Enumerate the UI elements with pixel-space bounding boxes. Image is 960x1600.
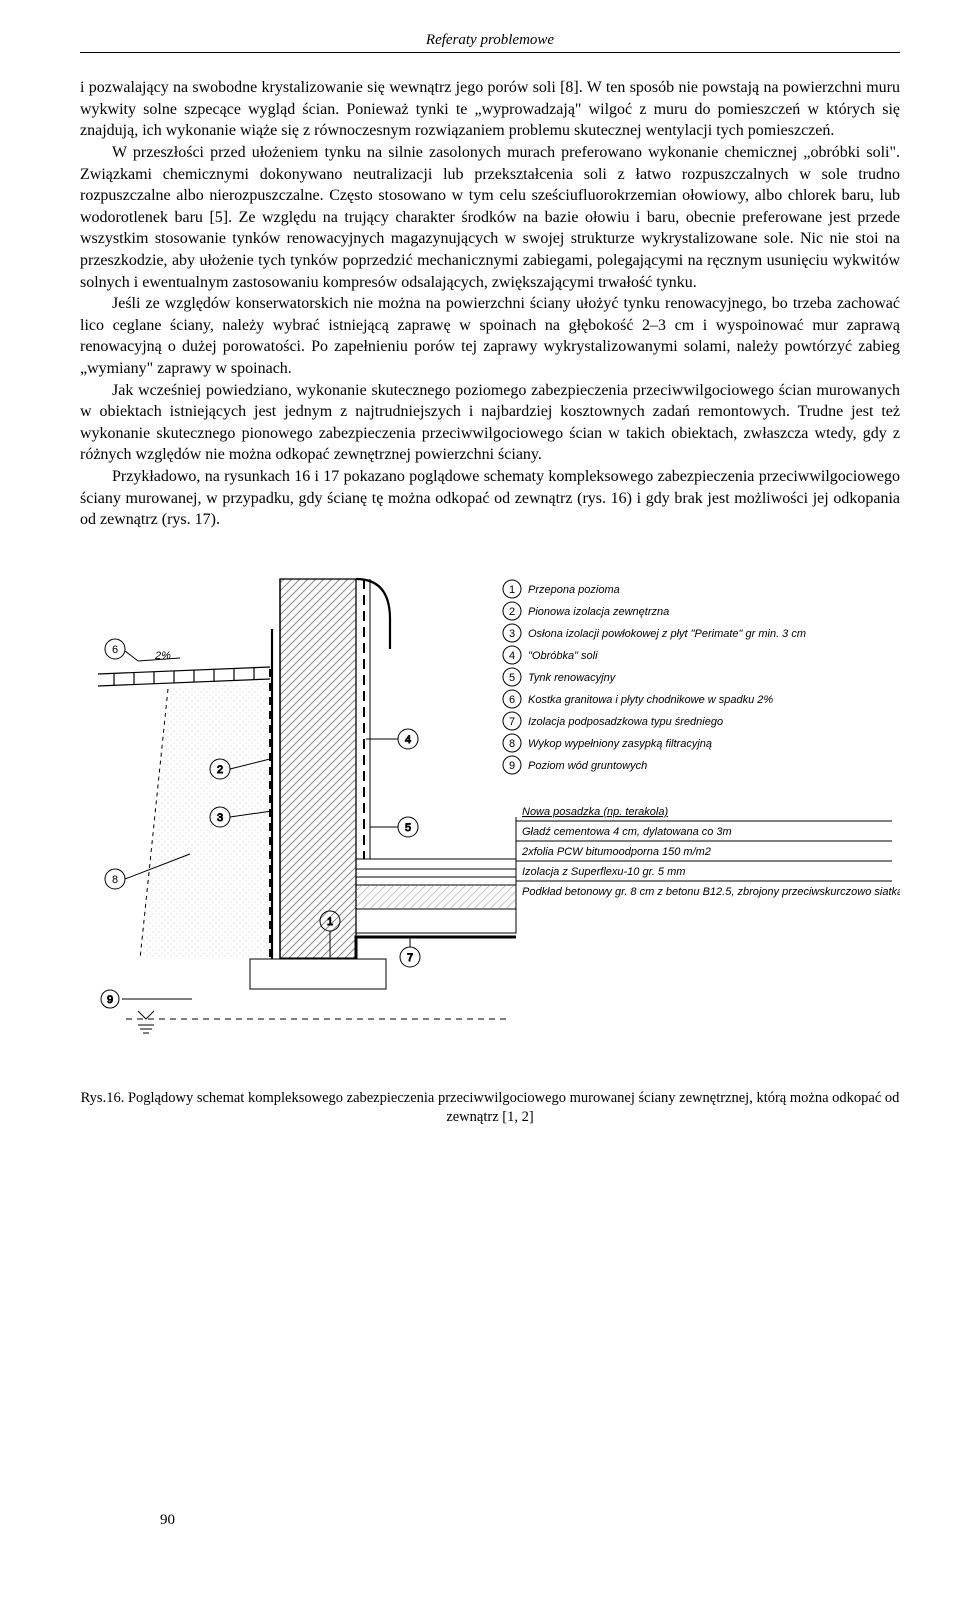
figure-legend: 1 Przepona pozioma 2 Pionowa izolacja ze… — [503, 580, 900, 911]
paragraph-3: Jeśli ze względów konserwatorskich nie m… — [80, 293, 900, 379]
page-number: 90 — [160, 1510, 175, 1530]
svg-text:Podkład betonowy gr. 8 cm z be: Podkład betonowy gr. 8 cm z betonu B12.5… — [522, 886, 900, 898]
svg-text:8: 8 — [112, 874, 118, 886]
svg-text:7: 7 — [509, 716, 515, 728]
paragraph-2: W przeszłości przed ułożeniem tynku na s… — [80, 142, 900, 293]
svg-text:Izolacja z Superflexu-10 gr. 5: Izolacja z Superflexu-10 gr. 5 mm — [522, 866, 685, 878]
svg-text:Pionowa izolacja zewnętrzna: Pionowa izolacja zewnętrzna — [528, 606, 669, 618]
svg-text:Tynk renowacyjny: Tynk renowacyjny — [528, 672, 617, 684]
svg-text:6: 6 — [112, 644, 118, 656]
svg-text:Kostka granitowa i płyty chodn: Kostka granitowa i płyty chodnikowe w sp… — [528, 694, 773, 706]
paragraph-4: Jak wcześniej powiedziano, wykonanie sku… — [80, 380, 900, 466]
svg-text:2: 2 — [217, 764, 223, 776]
svg-text:4: 4 — [405, 734, 411, 746]
svg-text:9: 9 — [509, 760, 515, 772]
svg-text:5: 5 — [509, 672, 515, 684]
svg-text:8: 8 — [509, 738, 515, 750]
paragraph-5: Przykładowo, na rysunkach 16 i 17 pokaza… — [80, 466, 900, 531]
figure-caption: Rys.16. Poglądowy schemat kompleksowego … — [80, 1089, 900, 1127]
svg-text:"Obróbka" soli: "Obróbka" soli — [528, 650, 598, 662]
svg-text:1: 1 — [327, 916, 333, 928]
svg-text:6: 6 — [509, 694, 515, 706]
svg-text:2: 2 — [509, 606, 515, 618]
svg-text:9: 9 — [107, 994, 113, 1006]
running-header: Referaty problemowe — [80, 30, 900, 53]
svg-text:7: 7 — [407, 952, 413, 964]
svg-text:Gładź cementowa 4 cm, dylatowa: Gładź cementowa 4 cm, dylatowana co 3m — [522, 826, 732, 838]
svg-text:Izolacja podposadzkowa typu śr: Izolacja podposadzkowa typu średniego — [528, 716, 723, 728]
svg-text:Osłona izolacji powłokowej z p: Osłona izolacji powłokowej z płyt "Perim… — [528, 628, 806, 640]
svg-text:Przepona pozioma: Przepona pozioma — [528, 584, 620, 596]
svg-text:4: 4 — [509, 650, 515, 662]
slope-label: 2% — [154, 650, 171, 662]
svg-text:5: 5 — [405, 822, 411, 834]
paragraph-1: i pozwalający na swobodne krystalizowani… — [80, 77, 900, 142]
svg-text:Wykop wypełniony zasypką filtr: Wykop wypełniony zasypką filtracyjną — [528, 738, 712, 750]
svg-text:3: 3 — [509, 628, 515, 640]
figure-16: 9 2% 6 8 — [80, 559, 900, 1079]
svg-text:3: 3 — [217, 812, 223, 824]
svg-text:1: 1 — [509, 584, 515, 596]
svg-text:Poziom wód gruntowych: Poziom wód gruntowych — [528, 760, 647, 772]
svg-text:2xfolia PCW bitumoodporna 150: 2xfolia PCW bitumoodporna 150 m/m2 — [521, 846, 711, 858]
svg-text:Nowa posadzka (np. terakola): Nowa posadzka (np. terakola) — [522, 806, 668, 818]
